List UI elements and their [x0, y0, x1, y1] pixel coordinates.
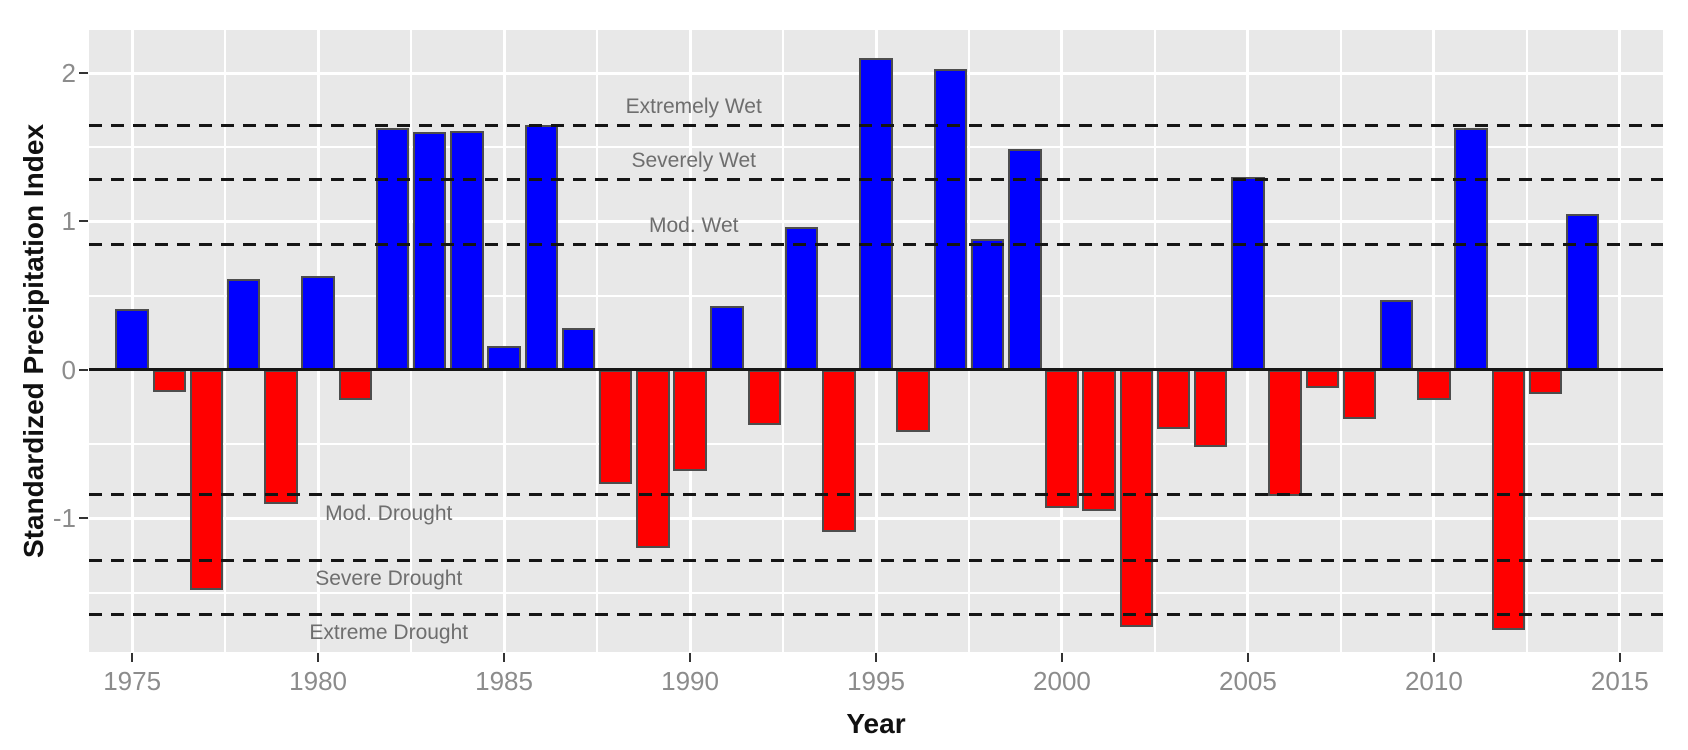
bar-1987 [561, 328, 596, 370]
bar-1991 [710, 306, 744, 370]
gridline-x-minor [1525, 30, 1528, 652]
bar-1990 [673, 369, 707, 471]
x-tick-mark-2010 [1432, 653, 1435, 662]
bar-2001 [1082, 369, 1116, 511]
bar-1976 [152, 369, 187, 393]
bar-1996 [896, 369, 930, 433]
bar-2005 [1231, 176, 1265, 370]
x-tick-mark-2015 [1618, 653, 1621, 662]
x-axis-title: Year [846, 708, 906, 739]
gridline-x-minor [1339, 30, 1342, 652]
x-tick-label-2000: 2000 [1033, 666, 1091, 696]
bar-1992 [747, 369, 782, 425]
x-tick-mark-1995 [875, 653, 877, 662]
bar-1979 [264, 369, 298, 504]
zero-axis-line [89, 368, 1663, 372]
bar-2014 [1565, 214, 1600, 370]
x-tick-label-1990: 1990 [661, 666, 719, 696]
y-tick-label--1: -1 [52, 503, 76, 534]
bar-1982 [375, 127, 410, 370]
bar-2007 [1305, 369, 1340, 388]
threshold-line-extremely-wet [89, 124, 1663, 128]
x-tick-mark-2005 [1246, 653, 1249, 662]
threshold-label-extreme-drought: Extreme Drought [309, 621, 469, 645]
gridline-x-minor [967, 30, 970, 652]
bar-2008 [1342, 369, 1377, 419]
y-tick-label-1: 1 [61, 206, 76, 237]
bar-1985 [487, 346, 521, 370]
bar-2010 [1417, 369, 1451, 400]
bar-1989 [636, 369, 670, 549]
y-tick-mark--1 [79, 517, 88, 520]
y-tick-mark-2 [79, 72, 88, 75]
bar-1977 [189, 369, 224, 590]
x-tick-mark-1980 [317, 653, 320, 662]
bar-1978 [226, 279, 261, 370]
threshold-label-severely-wet: Severely Wet [631, 148, 757, 172]
gridline-x-major [502, 30, 506, 652]
bar-2012 [1491, 369, 1525, 630]
threshold-line-mod-drought [89, 493, 1663, 497]
threshold-line-mod-wet [89, 243, 1663, 247]
bar-1998 [970, 239, 1005, 370]
bar-1993 [784, 227, 819, 370]
bar-2002 [1119, 369, 1154, 627]
gridline-x-minor [1153, 30, 1156, 652]
bar-2003 [1156, 369, 1191, 430]
bar-1981 [338, 369, 373, 400]
gridline-x-minor [410, 30, 413, 652]
x-tick-mark-1975 [131, 653, 134, 662]
gridline-x-minor [596, 30, 599, 652]
threshold-label-severe-drought: Severe Drought [315, 567, 463, 591]
x-tick-label-1975: 1975 [103, 666, 162, 696]
x-tick-label-1985: 1985 [475, 666, 533, 696]
y-tick-label-2: 2 [61, 58, 76, 89]
gridline-x-minor [224, 30, 227, 652]
bar-2006 [1268, 369, 1302, 497]
bar-1995 [859, 58, 893, 370]
y-tick-label-0: 0 [61, 354, 76, 385]
bar-1983 [412, 132, 447, 370]
bar-2011 [1454, 127, 1488, 370]
bar-1997 [933, 68, 968, 370]
bar-2004 [1193, 369, 1228, 448]
bar-1975 [115, 309, 149, 370]
threshold-line-severe-drought [89, 558, 1663, 562]
threshold-line-severely-wet [89, 178, 1663, 182]
bar-1999 [1008, 148, 1042, 370]
bar-1988 [598, 369, 633, 485]
bar-1984 [450, 130, 484, 370]
threshold-label-extremely-wet: Extremely Wet [625, 94, 762, 118]
bar-1994 [822, 369, 856, 532]
threshold-label-mod-drought: Mod. Drought [325, 501, 453, 525]
bar-2000 [1045, 369, 1079, 508]
x-tick-label-1995: 1995 [847, 666, 905, 696]
y-axis-title: Standardized Precipitation Index [18, 123, 49, 559]
y-tick-mark-0 [79, 368, 88, 371]
gridline-x-major [1618, 30, 1622, 652]
bar-1980 [301, 276, 335, 370]
threshold-line-extreme-drought [89, 612, 1663, 616]
x-tick-label-2015: 2015 [1590, 666, 1649, 696]
x-tick-label-2005: 2005 [1219, 666, 1277, 696]
bar-2013 [1528, 369, 1563, 394]
gridline-x-major [1060, 30, 1064, 652]
x-tick-mark-1985 [503, 653, 506, 662]
y-tick-mark-1 [79, 220, 88, 223]
x-tick-mark-1990 [689, 653, 692, 662]
gridline-x-major [688, 30, 692, 652]
gridline-x-minor [782, 30, 785, 652]
bar-2009 [1379, 300, 1414, 370]
x-tick-label-1980: 1980 [289, 666, 348, 696]
x-tick-label-2010: 2010 [1404, 666, 1463, 696]
x-tick-mark-2000 [1060, 653, 1063, 662]
threshold-label-mod-wet: Mod. Wet [649, 213, 739, 237]
gridline-x-major [1432, 30, 1436, 652]
bar-1986 [524, 125, 558, 370]
